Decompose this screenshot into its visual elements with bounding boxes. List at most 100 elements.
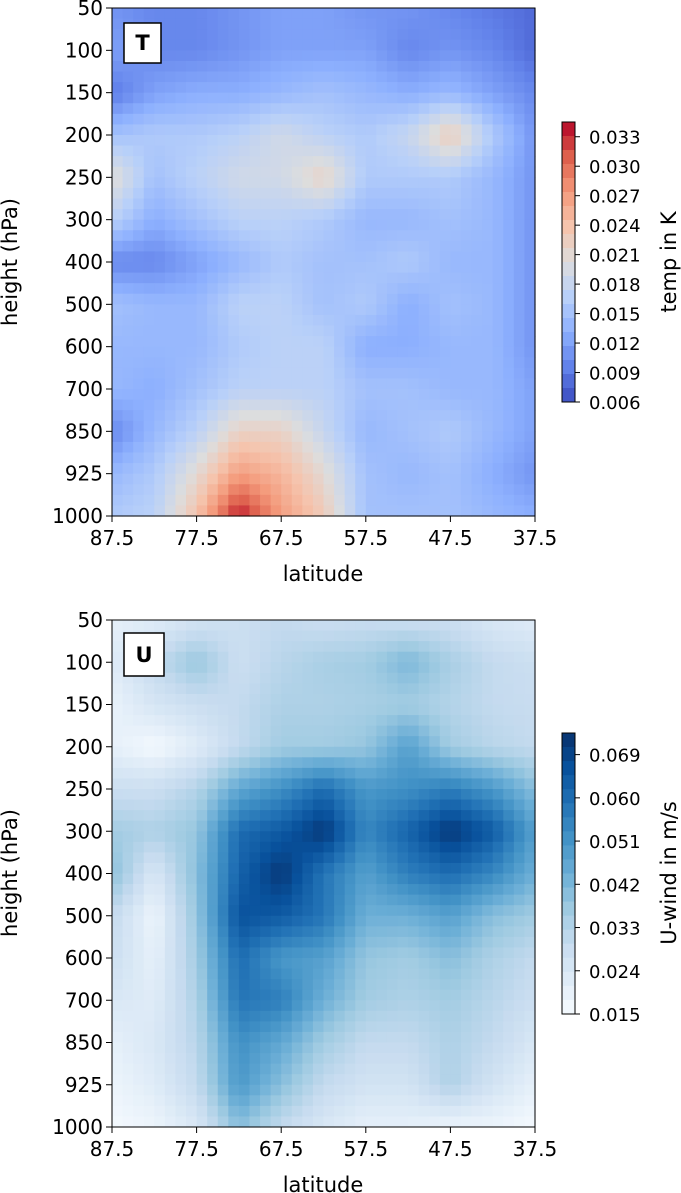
t-heatmap-cell [164, 283, 177, 295]
t-heatmap-cell [386, 156, 399, 168]
t-heatmap-cell [154, 156, 166, 168]
t-heatmap-cell [524, 473, 536, 485]
t-heatmap-cell [460, 367, 473, 380]
u-heatmap-cell [175, 725, 187, 737]
t-heatmap-cell [386, 92, 399, 104]
u-heatmap-cell [164, 926, 177, 938]
t-heatmap-cell [175, 29, 187, 41]
t-heatmap-cell [344, 431, 356, 443]
u-heatmap-cell [482, 778, 494, 790]
u-heatmap-cell [143, 926, 155, 938]
u-heatmap-cell [175, 757, 187, 769]
u-heatmap-cell [334, 968, 346, 980]
u-heatmap-cell [323, 1084, 335, 1096]
u-heatmap-cell [397, 1053, 409, 1065]
u-y-tick-label: 400 [65, 862, 103, 886]
u-heatmap-cell [249, 884, 261, 896]
u-heatmap-cell [291, 936, 303, 949]
u-heatmap-cell [397, 736, 409, 748]
u-heatmap-cell [175, 1000, 187, 1012]
t-heatmap-cell [334, 346, 346, 358]
u-heatmap-cell [312, 683, 325, 695]
t-heatmap-cell [143, 494, 155, 507]
u-heatmap-cell [386, 979, 399, 991]
t-heatmap-cell [460, 314, 473, 327]
t-heatmap-cell [450, 262, 462, 274]
u-heatmap-cell [207, 873, 219, 885]
t-heatmap-cell [217, 283, 229, 295]
t-heatmap-cell [217, 505, 229, 517]
t-heatmap-cell [238, 272, 251, 284]
u-heatmap-cell [524, 852, 536, 864]
u-heatmap-cell [323, 989, 335, 1001]
t-heatmap-cell [143, 420, 155, 432]
u-heatmap-cell [397, 884, 409, 896]
t-heatmap-cell [143, 124, 155, 136]
t-heatmap-cell [249, 463, 261, 475]
u-heatmap-cell [238, 1053, 251, 1065]
u-heatmap-cell [302, 926, 314, 938]
t-heatmap-cell [513, 420, 526, 432]
t-heatmap-cell [312, 389, 325, 401]
u-heatmap-cell [524, 1074, 536, 1086]
t-heatmap-cell [270, 441, 282, 454]
t-heatmap-cell [450, 39, 462, 51]
u-heatmap-cell [344, 1074, 356, 1086]
u-heatmap-cell [429, 693, 441, 706]
t-heatmap-cell [397, 272, 409, 284]
t-heatmap-cell [312, 166, 325, 178]
t-heatmap-cell [471, 378, 483, 390]
u-heatmap-cell [260, 968, 272, 980]
t-heatmap-cell [323, 484, 335, 496]
u-heatmap-cell [482, 947, 494, 959]
u-heatmap-cell [376, 958, 388, 970]
u-heatmap-cell [471, 1042, 483, 1054]
t-colorbar-segment [562, 262, 575, 277]
u-heatmap-cell [492, 683, 504, 695]
t-heatmap-cell [228, 325, 240, 337]
u-heatmap-cell [143, 820, 155, 832]
u-heatmap-cell [365, 736, 377, 748]
t-heatmap-cell [365, 346, 377, 358]
u-heatmap-cell [429, 641, 441, 653]
u-heatmap-cell [270, 767, 282, 780]
u-heatmap-cell [492, 873, 504, 885]
t-heatmap-cell [238, 378, 251, 390]
t-heatmap-cell [397, 336, 409, 348]
t-heatmap-cell [503, 346, 515, 358]
t-heatmap-cell [186, 346, 198, 358]
t-heatmap-cell [302, 18, 314, 30]
u-heatmap-cell [397, 693, 409, 706]
u-heatmap-cell [270, 778, 282, 790]
t-heatmap-cell [238, 156, 251, 168]
t-heatmap-cell [164, 187, 177, 200]
u-heatmap-cell [513, 862, 526, 875]
u-heatmap-cell [260, 620, 272, 632]
t-heatmap-cell [429, 29, 441, 41]
t-heatmap-cell [344, 505, 356, 517]
t-heatmap-cell [482, 145, 494, 157]
t-heatmap-cell [355, 505, 367, 517]
u-heatmap-cell [228, 841, 240, 853]
u-heatmap-cell [355, 1010, 367, 1022]
t-heatmap-cell [334, 219, 346, 231]
t-heatmap-cell [260, 367, 272, 380]
t-heatmap-cell [386, 272, 399, 284]
u-heatmap-cell [344, 926, 356, 938]
u-heatmap-cell [492, 852, 504, 864]
t-heatmap-cell [376, 18, 388, 30]
t-heatmap-cell [376, 325, 388, 337]
u-heatmap-cell [355, 693, 367, 706]
u-heatmap-cell [249, 767, 261, 780]
t-heatmap-cell [291, 399, 303, 411]
t-heatmap-cell [439, 166, 451, 178]
t-heatmap-cell [302, 463, 314, 475]
t-colorbar-segment [562, 122, 575, 137]
u-heatmap-cell [503, 852, 515, 864]
t-heatmap-cell [503, 135, 515, 147]
u-heatmap-cell [334, 778, 346, 790]
t-heatmap-cell [217, 230, 229, 242]
t-heatmap-cell [471, 420, 483, 432]
u-heatmap-cell [112, 1095, 124, 1107]
u-heatmap-cell [334, 1031, 346, 1044]
